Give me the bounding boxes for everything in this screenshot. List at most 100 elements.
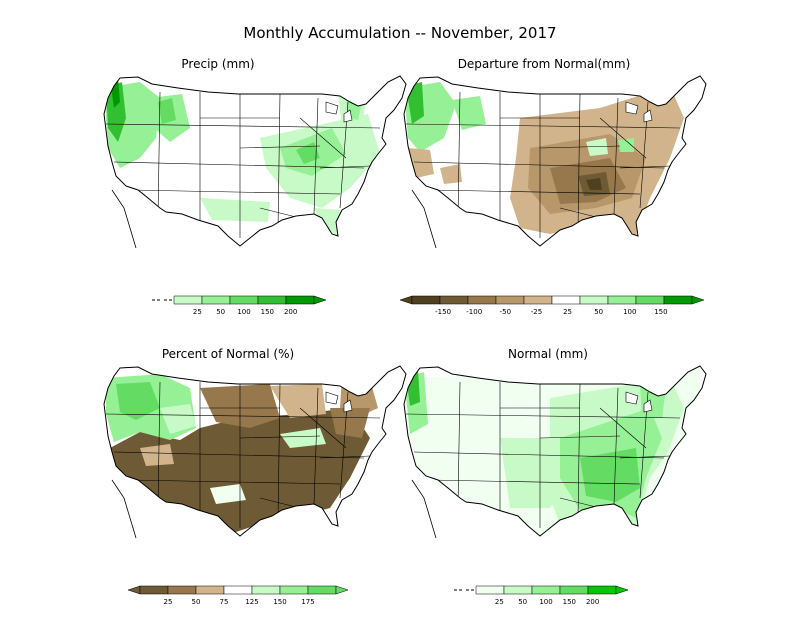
us-outline	[403, 365, 707, 537]
state-boundaries	[405, 91, 681, 238]
legend-label: 175	[301, 598, 314, 606]
shading-region	[618, 138, 634, 152]
legend-label: 50	[192, 598, 201, 606]
legend-swatch	[559, 585, 589, 595]
map-panel-percent: Percent of Normal (%) 25 50 75 125 150 175	[103, 347, 407, 606]
legend-swatch	[251, 585, 281, 595]
legend-swatch	[307, 585, 337, 595]
legend-label: 150	[563, 598, 576, 606]
legend-swatch	[139, 585, 169, 595]
legend-swatch	[167, 585, 197, 595]
us-map	[403, 365, 707, 539]
legend-swatch	[663, 295, 693, 305]
legend-swatch	[579, 295, 609, 305]
us-outline	[103, 75, 407, 247]
legend-label: 200	[284, 308, 297, 316]
color-legend: 25 50 75 125 150 175	[127, 585, 349, 606]
legend-label: 150	[273, 598, 286, 606]
legend-label: -25	[531, 308, 542, 316]
legend-label: -150	[435, 308, 451, 316]
shading-region	[296, 142, 320, 164]
mexico-coast	[411, 479, 437, 539]
legend-swatch	[587, 585, 617, 595]
shading-region	[314, 208, 340, 236]
shading-region	[580, 448, 640, 502]
panel-title: Percent of Normal (%)	[162, 347, 294, 361]
map-panel-precip: Precip (mm) 25 50 100 150 200	[103, 57, 407, 316]
great-lakes	[625, 391, 653, 413]
legend-swatch	[279, 585, 309, 595]
us-map	[103, 365, 407, 539]
color-legend: 25 50 100 150 200	[152, 295, 327, 316]
legend-swatch	[411, 295, 441, 305]
mexico-coast	[411, 189, 437, 249]
legend-label: 100	[623, 308, 636, 316]
legend-label: 150	[654, 308, 667, 316]
legend-label: 100	[237, 308, 250, 316]
legend-swatch	[229, 295, 259, 305]
legend-over-triangle	[335, 585, 349, 595]
color-legend: 25 50 100 150 200	[454, 585, 629, 606]
legend-over-triangle	[313, 295, 327, 305]
legend-swatch	[285, 295, 315, 305]
shading-region	[160, 404, 196, 434]
legend-swatch	[635, 295, 665, 305]
legend-label: 125	[245, 598, 258, 606]
legend-label: 25	[495, 598, 504, 606]
legend-label: 75	[220, 598, 229, 606]
shading-region	[116, 382, 160, 420]
shading-region	[440, 164, 462, 184]
panel-title: Departure from Normal(mm)	[458, 57, 631, 71]
legend-swatch	[439, 295, 469, 305]
legend-label: -100	[466, 308, 482, 316]
legend-under-triangle	[399, 295, 413, 305]
us-outline	[403, 75, 707, 247]
shading-region	[140, 444, 174, 466]
state-boundaries	[405, 381, 681, 528]
legend-label: 25	[563, 308, 572, 316]
state-boundaries	[105, 91, 381, 238]
legend-swatch	[607, 295, 637, 305]
map-panel-departure: Departure from Normal(mm) -150 -100 -50 -25 2…	[399, 57, 707, 316]
shading-region	[452, 96, 486, 130]
legend-over-triangle	[615, 585, 629, 595]
great-lakes	[625, 101, 653, 123]
legend-over-triangle	[691, 295, 705, 305]
legend-swatch	[467, 295, 497, 305]
shading-region	[640, 384, 666, 418]
legend-swatch	[531, 585, 561, 595]
legend-swatch	[223, 585, 253, 595]
state-boundaries	[105, 381, 381, 528]
shading-region	[210, 484, 246, 504]
legend-swatch	[551, 295, 581, 305]
shading-region	[270, 384, 326, 418]
legend-label: 25	[193, 308, 202, 316]
great-lakes	[325, 391, 353, 413]
panel-title: Precip (mm)	[181, 57, 254, 71]
figure-title: Monthly Accumulation -- November, 2017	[243, 24, 556, 42]
shading-region	[586, 138, 608, 156]
legend-label: 50	[216, 308, 225, 316]
color-legend: -150 -100 -50 -25 25 50 100 150	[399, 295, 705, 316]
legend-swatch	[195, 585, 225, 595]
legend-swatch	[475, 585, 505, 595]
legend-label: 25	[164, 598, 173, 606]
panel-title: Normal (mm)	[508, 347, 588, 361]
great-lakes	[325, 101, 353, 123]
legend-label: 100	[539, 598, 552, 606]
legend-label: 50	[594, 308, 603, 316]
map-panel-normal: Normal (mm) 25 50 100 150 200	[403, 347, 707, 606]
legend-swatch	[503, 585, 533, 595]
shading-region	[280, 428, 326, 448]
shading-region	[106, 82, 126, 142]
legend-swatch	[257, 295, 287, 305]
legend-swatch	[201, 295, 231, 305]
us-map	[403, 75, 707, 249]
legend-label: 150	[261, 308, 274, 316]
legend-label: 200	[586, 598, 599, 606]
mexico-coast	[111, 189, 137, 249]
shading-region	[330, 408, 370, 438]
shading-region	[200, 198, 270, 222]
us-outline	[103, 365, 407, 537]
